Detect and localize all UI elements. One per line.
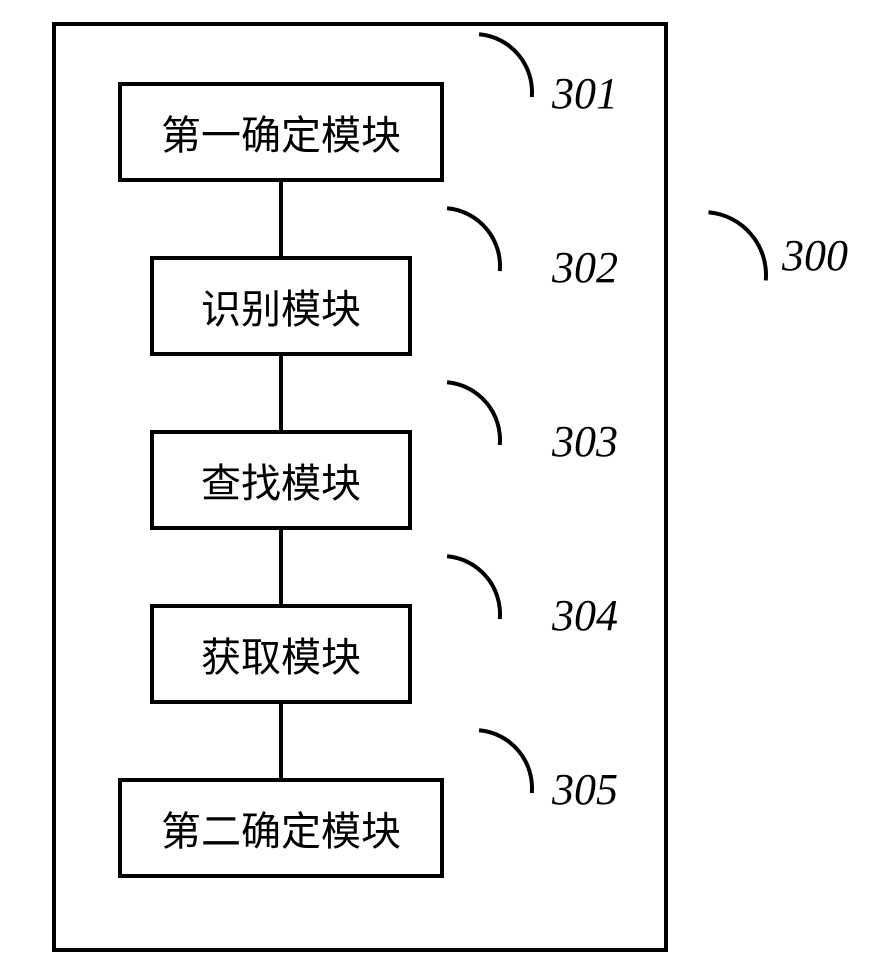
module-box-n4: 获取模块: [150, 604, 412, 704]
module-box-n3: 查找模块: [150, 430, 412, 530]
connector-n4-n5: [279, 704, 283, 778]
connector-n3-n4: [279, 530, 283, 604]
ref-label-outer: 300: [782, 230, 848, 281]
connector-n2-n3: [279, 356, 283, 430]
ref-label-n4: 304: [552, 590, 618, 641]
ref-label-n3: 303: [552, 416, 618, 467]
module-box-n1: 第一确定模块: [118, 82, 444, 182]
module-box-n2: 识别模块: [150, 256, 412, 356]
ref-label-n5: 305: [552, 764, 618, 815]
module-box-n5: 第二确定模块: [118, 778, 444, 878]
connector-n1-n2: [279, 182, 283, 256]
ref-label-n1: 301: [552, 68, 618, 119]
ref-label-n2: 302: [552, 242, 618, 293]
